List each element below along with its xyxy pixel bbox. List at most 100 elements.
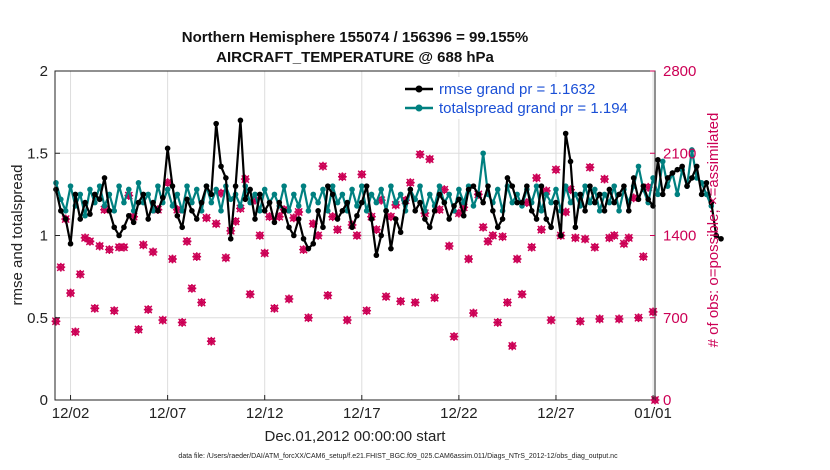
- rmse-point: [592, 199, 598, 206]
- obs-assimilated-marker: [464, 254, 473, 264]
- obs-assimilated-marker: [138, 240, 148, 250]
- spread-point: [193, 186, 200, 193]
- rmse-point: [460, 212, 467, 219]
- rmse-point: [232, 183, 239, 189]
- rmse-point: [106, 208, 113, 214]
- obs-assimilated-marker: [405, 178, 415, 188]
- obs-assimilated-marker: [318, 161, 328, 171]
- obs-assimilated-marker: [114, 242, 124, 252]
- spread-point: [392, 199, 399, 206]
- spread-point: [635, 163, 642, 170]
- legend-spread-label: totalspread grand pr = 1.194: [439, 100, 628, 117]
- obs-assimilated-marker: [333, 225, 342, 235]
- spread-point: [538, 208, 545, 214]
- rmse-point: [320, 224, 326, 231]
- obs-assimilated-marker: [469, 308, 478, 318]
- spread-point: [592, 186, 598, 193]
- obs-assimilated-marker: [202, 213, 211, 223]
- legend-rmse-swatch-marker: [415, 85, 423, 93]
- spread-point: [286, 208, 292, 214]
- rmse-point: [494, 224, 501, 231]
- obs-assimilated-marker: [396, 296, 406, 306]
- spread-point: [363, 208, 370, 214]
- obs-assimilated-marker: [614, 314, 624, 324]
- rmse-point: [271, 219, 278, 226]
- rmse-point: [247, 186, 253, 193]
- spread-point: [470, 203, 477, 209]
- rmse-point: [378, 232, 385, 239]
- spread-point: [227, 196, 234, 203]
- rmse-point: [252, 216, 258, 222]
- spread-point: [261, 186, 268, 193]
- obs-assimilated-marker: [362, 306, 372, 316]
- rmse-point: [397, 229, 404, 236]
- obs-assimilated-marker: [313, 231, 323, 240]
- spread-point: [96, 183, 103, 189]
- rmse-point: [281, 208, 287, 214]
- spread-point: [446, 191, 452, 198]
- obs-assimilated-marker: [245, 289, 255, 299]
- obs-assimilated-marker: [197, 298, 207, 307]
- rmse-point: [227, 235, 234, 242]
- rmse-point: [325, 183, 331, 189]
- obs-assimilated-marker: [459, 202, 469, 212]
- spread-point: [310, 191, 317, 198]
- rmse-point: [198, 199, 205, 206]
- rmse-point: [116, 232, 122, 239]
- spread-point: [611, 183, 618, 189]
- spread-point: [305, 208, 312, 214]
- rmse-point: [213, 120, 219, 127]
- obs-assimilated-marker: [498, 232, 507, 242]
- y-tick-label-right: 0: [663, 392, 671, 409]
- spread-point: [567, 199, 574, 206]
- spread-point: [179, 208, 185, 214]
- rmse-point: [659, 191, 666, 198]
- rmse-point: [679, 163, 685, 170]
- obs-assimilated-marker: [638, 252, 648, 262]
- obs-assimilated-marker: [590, 242, 600, 252]
- obs-assimilated-marker: [90, 303, 100, 313]
- obs-assimilated-marker: [532, 173, 541, 183]
- x-tick-label: 12/02: [52, 405, 90, 422]
- rmse-point: [436, 191, 443, 198]
- obs-assimilated-marker: [289, 213, 299, 223]
- obs-assimilated-marker: [376, 195, 386, 205]
- rmse-point: [645, 196, 652, 203]
- obs-assimilated-marker: [143, 305, 153, 314]
- x-tick-label: 01/01: [634, 405, 672, 422]
- obs-assimilated-marker: [561, 207, 571, 217]
- spread-point: [373, 199, 380, 206]
- rmse-point: [150, 199, 156, 206]
- rmse-point: [616, 191, 622, 198]
- rmse-point: [587, 183, 593, 189]
- spread-point: [145, 191, 152, 198]
- rmse-point: [130, 219, 137, 226]
- obs-assimilated-marker: [206, 336, 216, 346]
- rmse-point: [164, 145, 171, 152]
- obs-assimilated-marker: [158, 315, 168, 325]
- rmse-point: [174, 212, 181, 219]
- rmse-point: [625, 208, 632, 214]
- rmse-point: [431, 208, 438, 214]
- obs-assimilated-marker: [284, 294, 294, 304]
- rmse-point: [72, 191, 79, 198]
- rmse-point: [193, 216, 200, 222]
- obs-assimilated-marker: [187, 283, 197, 293]
- obs-assimilated-marker: [342, 315, 352, 325]
- obs-assimilated-marker: [270, 303, 279, 313]
- rmse-point: [53, 186, 59, 193]
- obs-assimilated-marker: [517, 289, 527, 299]
- spread-point: [164, 186, 171, 193]
- obs-assimilated-marker: [430, 293, 440, 303]
- footer-data-file: data file: /Users/raeder/DAI/ATM_forcXX/…: [178, 453, 618, 460]
- obs-assimilated-marker: [294, 207, 304, 217]
- spread-point: [189, 199, 195, 206]
- obs-assimilated-marker: [129, 212, 139, 222]
- rmse-point: [601, 208, 608, 214]
- obs-assimilated-marker: [134, 325, 143, 334]
- spread-point: [208, 199, 215, 206]
- obs-assimilated-marker: [643, 182, 653, 192]
- obs-assimilated-marker: [323, 291, 333, 300]
- rmse-point: [708, 199, 715, 206]
- spread-point: [397, 191, 404, 198]
